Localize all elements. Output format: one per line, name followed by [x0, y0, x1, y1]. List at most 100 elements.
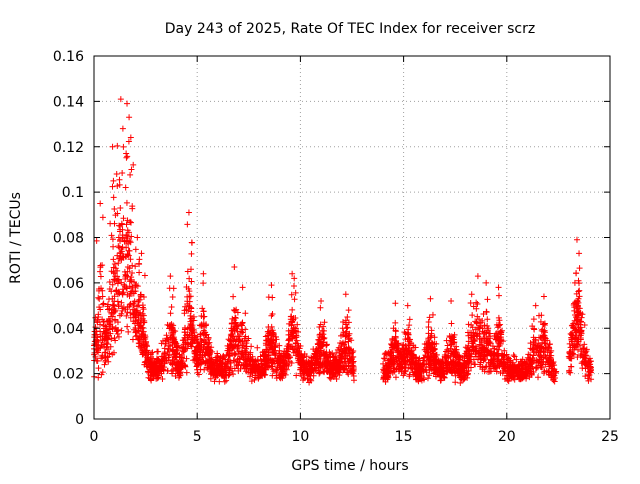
data-point-2738 — [400, 346, 407, 353]
data-point-3707 — [447, 345, 454, 352]
data-point-1869 — [225, 347, 232, 354]
data-point-1889 — [341, 355, 348, 362]
data-point-2806 — [487, 330, 494, 337]
data-point-1087 — [115, 326, 122, 333]
data-point-3463 — [588, 376, 595, 383]
data-point-1810 — [171, 351, 178, 358]
data-point-3542 — [99, 262, 106, 269]
data-point-1873 — [197, 349, 204, 356]
data-point-3650 — [268, 312, 275, 319]
data-point-2831 — [420, 354, 427, 361]
data-point-1830 — [344, 352, 351, 359]
data-point-1961 — [270, 337, 277, 344]
data-point-1862 — [220, 354, 227, 361]
data-point-3546 — [110, 194, 117, 201]
data-point-348 — [124, 309, 131, 316]
data-point-2949 — [471, 361, 478, 368]
data-point-1361 — [104, 341, 111, 348]
data-point-2927 — [500, 355, 507, 362]
data-point-1829 — [138, 347, 145, 354]
data-point-3277 — [402, 357, 409, 364]
data-point-3625 — [189, 317, 196, 324]
data-point-3352 — [442, 357, 449, 364]
data-point-1796 — [279, 356, 286, 363]
data-point-209 — [126, 265, 133, 272]
data-point-1508 — [280, 367, 287, 374]
data-point-814 — [137, 344, 144, 351]
data-point-1978 — [178, 364, 185, 371]
data-point-1666 — [99, 352, 106, 359]
data-point-1840 — [298, 362, 305, 369]
data-point-1891 — [115, 276, 122, 283]
data-point-3565 — [117, 223, 124, 230]
data-point-1902 — [223, 361, 230, 368]
data-point-1505 — [313, 348, 320, 355]
data-point-2567 — [501, 347, 508, 354]
data-point-1937 — [325, 360, 332, 367]
data-point-3693 — [406, 316, 413, 323]
data-point-2003 — [300, 354, 307, 361]
data-point-1277 — [105, 317, 112, 324]
data-point-3280 — [499, 370, 506, 377]
data-point-1568 — [129, 336, 136, 343]
data-point-2001 — [191, 328, 198, 335]
data-point-3608 — [167, 322, 174, 329]
data-point-3271 — [383, 350, 390, 357]
data-point-3289 — [479, 345, 486, 352]
data-point-3649 — [267, 342, 274, 349]
data-point-3359 — [524, 354, 531, 361]
grid-lines — [94, 56, 610, 419]
data-point-3747 — [537, 318, 544, 325]
data-point-1463 — [201, 337, 208, 344]
data-point-3321 — [490, 358, 497, 365]
data-point-3613 — [185, 209, 192, 216]
data-point-3734 — [495, 292, 502, 299]
data-point-3356 — [553, 368, 560, 375]
data-point-955 — [183, 369, 190, 376]
data-point-3689 — [392, 334, 399, 341]
data-point-765 — [117, 250, 124, 257]
data-point-1162 — [95, 314, 102, 321]
data-point-1939 — [144, 343, 151, 350]
data-point-1248 — [216, 378, 223, 385]
data-point-1951 — [256, 363, 263, 370]
data-point-1912 — [346, 335, 353, 342]
data-point-3730 — [483, 309, 490, 316]
data-point-3692 — [401, 329, 408, 336]
data-point-1023 — [187, 340, 194, 347]
data-point-3210 — [448, 362, 455, 369]
data-point-892 — [109, 281, 116, 288]
data-point-688 — [97, 273, 104, 280]
data-point-3772 — [575, 295, 582, 302]
data-point-1988 — [305, 375, 312, 382]
data-point-1702 — [144, 349, 151, 356]
data-point-362 — [254, 344, 261, 351]
data-point-1481 — [149, 349, 156, 356]
data-point-2785 — [448, 320, 455, 327]
data-point-3349 — [510, 375, 517, 382]
data-point-1958 — [233, 323, 240, 330]
data-point-1304 — [102, 335, 109, 342]
data-point-1837 — [104, 326, 111, 333]
data-point-1634 — [135, 340, 142, 347]
data-point-1925 — [292, 352, 299, 359]
data-point-3292 — [405, 329, 412, 336]
data-point-1564 — [94, 358, 101, 365]
data-point-1989 — [279, 375, 286, 382]
data-point-3101 — [390, 348, 397, 355]
data-point-3256 — [383, 363, 390, 370]
data-point-1968 — [100, 328, 107, 335]
data-point-1938 — [200, 344, 207, 351]
data-point-3543 — [109, 143, 116, 150]
data-point-3243 — [546, 368, 553, 375]
data-point-3718 — [474, 273, 481, 280]
data-point-3347 — [439, 371, 446, 378]
data-point-3698 — [429, 311, 436, 318]
data-point-1784 — [333, 367, 340, 374]
data-point-1850 — [204, 344, 211, 351]
data-point-1597 — [96, 295, 103, 302]
data-point-3344 — [406, 342, 413, 349]
data-point-3294 — [382, 350, 389, 357]
data-point-2741 — [485, 369, 492, 376]
data-point-3643 — [242, 310, 249, 317]
